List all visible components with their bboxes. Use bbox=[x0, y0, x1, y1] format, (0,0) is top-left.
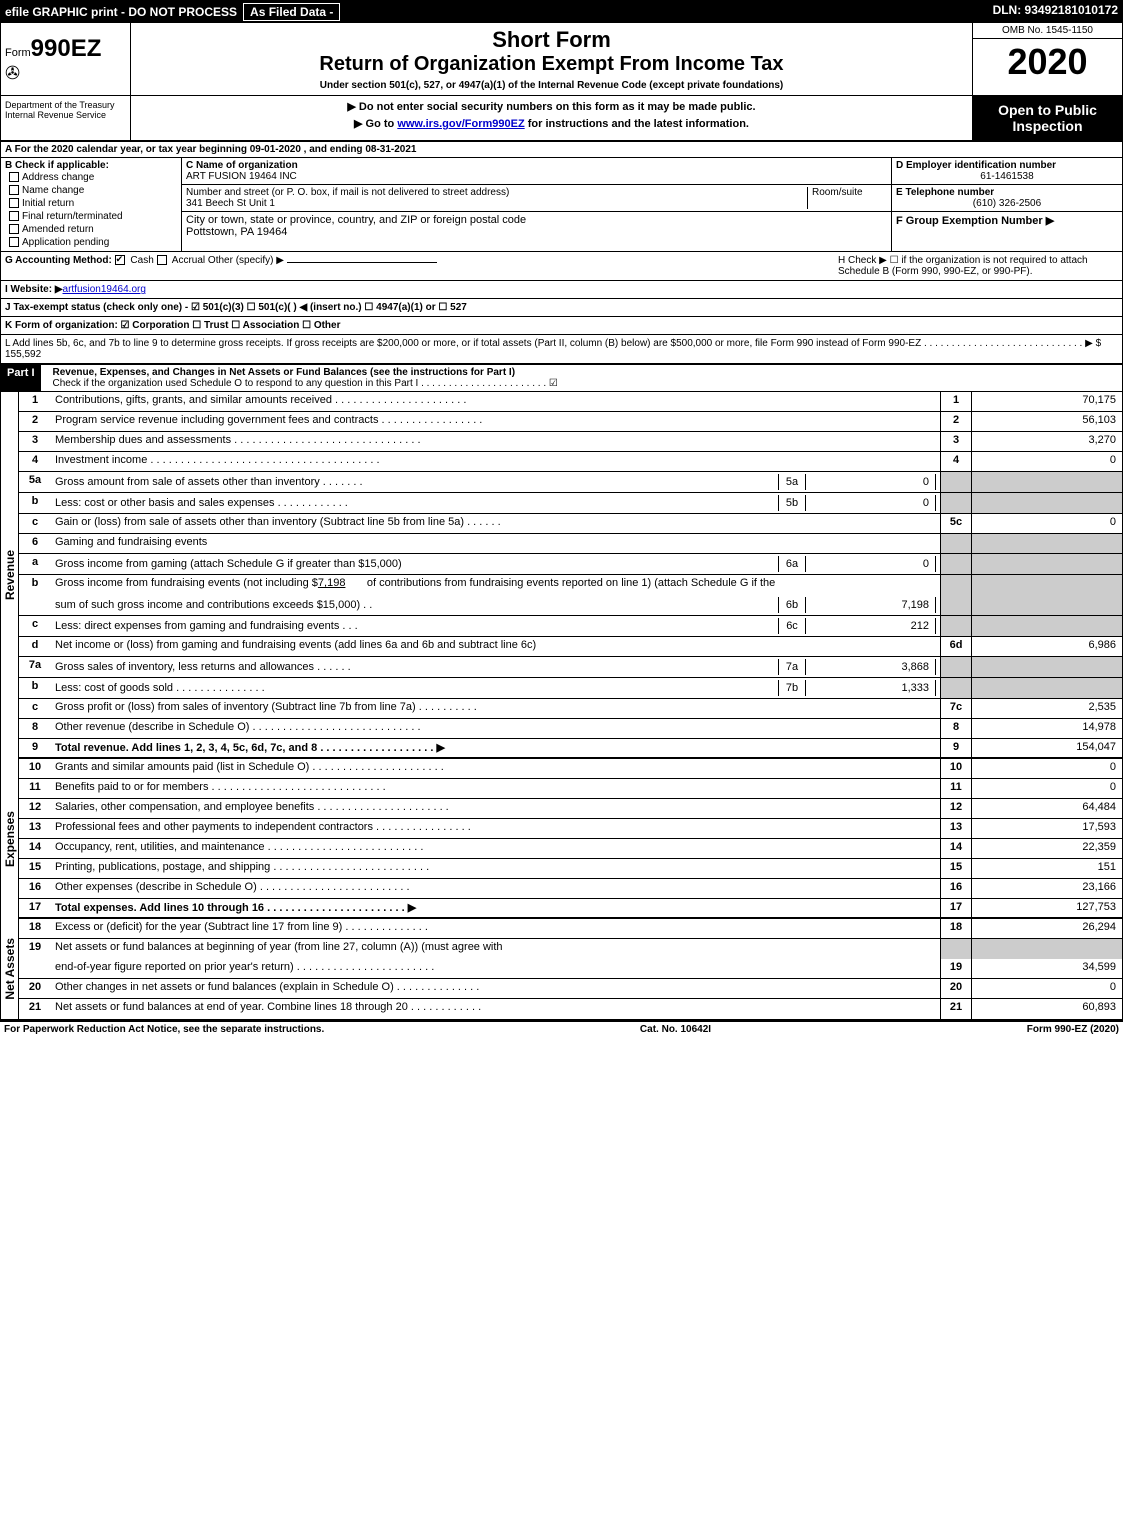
row-i: I Website: ▶ artfusion19464.org bbox=[1, 281, 1122, 299]
footer-center: Cat. No. 10642I bbox=[640, 1024, 711, 1035]
top-bar: efile GRAPHIC print - DO NOT PROCESS As … bbox=[1, 1, 1122, 23]
checkbox-address[interactable] bbox=[9, 172, 19, 182]
open-inspection-box: Open to Public Inspection bbox=[972, 96, 1122, 140]
checkbox-cash[interactable] bbox=[115, 255, 125, 265]
part1-header: Part I Revenue, Expenses, and Changes in… bbox=[1, 365, 1122, 392]
omb-year-box: OMB No. 1545-1150 2020 bbox=[972, 23, 1122, 95]
h-text: H Check ▶ ☐ if the organization is not r… bbox=[838, 255, 1118, 277]
dept-label: Department of the Treasury bbox=[5, 100, 126, 110]
col-b: B Check if applicable: Address change Na… bbox=[1, 158, 181, 251]
footer-right: Form 990-EZ (2020) bbox=[1027, 1024, 1119, 1035]
checkbox-pending[interactable] bbox=[9, 237, 19, 247]
dln-label: DLN: 93492181010172 bbox=[993, 3, 1118, 21]
net-assets-section: Net Assets 18Excess or (deficit) for the… bbox=[1, 919, 1122, 1021]
row-l: L Add lines 5b, 6c, and 7b to line 9 to … bbox=[1, 335, 1122, 365]
c-name-label: C Name of organization bbox=[186, 160, 887, 171]
tax-year: 2020 bbox=[973, 39, 1122, 85]
l-text: L Add lines 5b, 6c, and 7b to line 9 to … bbox=[5, 338, 1118, 360]
revenue-vert-label: Revenue bbox=[1, 392, 19, 759]
group-exemption-label: F Group Exemption Number ▶ bbox=[896, 214, 1118, 227]
part1-title: Revenue, Expenses, and Changes in Net As… bbox=[53, 367, 516, 378]
instruction-cell: ▶ Do not enter social security numbers o… bbox=[131, 96, 972, 140]
dept-cell: Department of the Treasury Internal Reve… bbox=[1, 96, 131, 140]
ein-label: D Employer identification number bbox=[896, 160, 1118, 171]
row-a: A For the 2020 calendar year, or tax yea… bbox=[1, 142, 1122, 158]
addr-label: Number and street (or P. O. box, if mail… bbox=[186, 187, 807, 198]
row-k: K Form of organization: ☑ Corporation ☐ … bbox=[1, 317, 1122, 335]
form-label-cell: Form990EZ ✇ bbox=[1, 23, 131, 95]
part1-label: Part I bbox=[1, 365, 41, 391]
col-de: D Employer identification number 61-1461… bbox=[892, 158, 1122, 251]
org-city: Pottstown, PA 19464 bbox=[186, 226, 887, 238]
checkbox-accrual[interactable] bbox=[157, 255, 167, 265]
room-suite-label: Room/suite bbox=[807, 187, 887, 209]
org-address: 341 Beech St Unit 1 bbox=[186, 198, 807, 209]
form-number: 990EZ bbox=[31, 35, 102, 62]
city-label: City or town, state or province, country… bbox=[186, 214, 887, 226]
checkbox-amended[interactable] bbox=[9, 224, 19, 234]
row-j: J Tax-exempt status (check only one) - ☑… bbox=[1, 299, 1122, 317]
checkbox-name[interactable] bbox=[9, 185, 19, 195]
as-filed-box: As Filed Data - bbox=[243, 3, 340, 21]
no-ssn: ▶ Do not enter social security numbers o… bbox=[135, 100, 968, 113]
goto-link[interactable]: ▶ Go to www.irs.gov/Form990EZ for instru… bbox=[354, 118, 749, 130]
irs-label: Internal Revenue Service bbox=[5, 110, 126, 120]
website-link[interactable]: artfusion19464.org bbox=[63, 284, 146, 295]
page-footer: For Paperwork Reduction Act Notice, see … bbox=[0, 1022, 1123, 1037]
tel-value: (610) 326-2506 bbox=[896, 198, 1118, 209]
i-label: I Website: ▶ bbox=[5, 284, 63, 295]
footer-left: For Paperwork Reduction Act Notice, see … bbox=[4, 1024, 324, 1035]
section-bcdef: B Check if applicable: Address change Na… bbox=[1, 158, 1122, 252]
checkbox-initial[interactable] bbox=[9, 198, 19, 208]
checkbox-final[interactable] bbox=[9, 211, 19, 221]
subtitle: Under section 501(c), 527, or 4947(a)(1)… bbox=[139, 80, 964, 91]
j-text: J Tax-exempt status (check only one) - ☑… bbox=[5, 302, 467, 313]
k-text: K Form of organization: ☑ Corporation ☐ … bbox=[5, 320, 341, 331]
form-header-row2: Department of the Treasury Internal Reve… bbox=[1, 96, 1122, 142]
org-name: ART FUSION 19464 INC bbox=[186, 171, 887, 182]
form-header-row: Form990EZ ✇ Short Form Return of Organiz… bbox=[1, 23, 1122, 96]
efile-label: efile GRAPHIC print - DO NOT PROCESS bbox=[5, 5, 237, 19]
g-label: G Accounting Method: bbox=[5, 255, 112, 266]
row-gh: G Accounting Method: Cash Accrual Other … bbox=[1, 252, 1122, 281]
col-c: C Name of organization ART FUSION 19464 … bbox=[181, 158, 892, 251]
ein-value: 61-1461538 bbox=[896, 171, 1118, 182]
main-title: Return of Organization Exempt From Incom… bbox=[139, 53, 964, 76]
expenses-section: Expenses 10Grants and similar amounts pa… bbox=[1, 759, 1122, 919]
form-title-cell: Short Form Return of Organization Exempt… bbox=[131, 23, 972, 95]
form-prefix: Form bbox=[5, 47, 31, 59]
short-form-title: Short Form bbox=[139, 27, 964, 53]
b-header: B Check if applicable: bbox=[5, 160, 177, 171]
part1-check: Check if the organization used Schedule … bbox=[53, 378, 558, 389]
omb-number: OMB No. 1545-1150 bbox=[973, 23, 1122, 39]
revenue-section: Revenue 1Contributions, gifts, grants, a… bbox=[1, 392, 1122, 759]
tel-label: E Telephone number bbox=[896, 187, 1118, 198]
